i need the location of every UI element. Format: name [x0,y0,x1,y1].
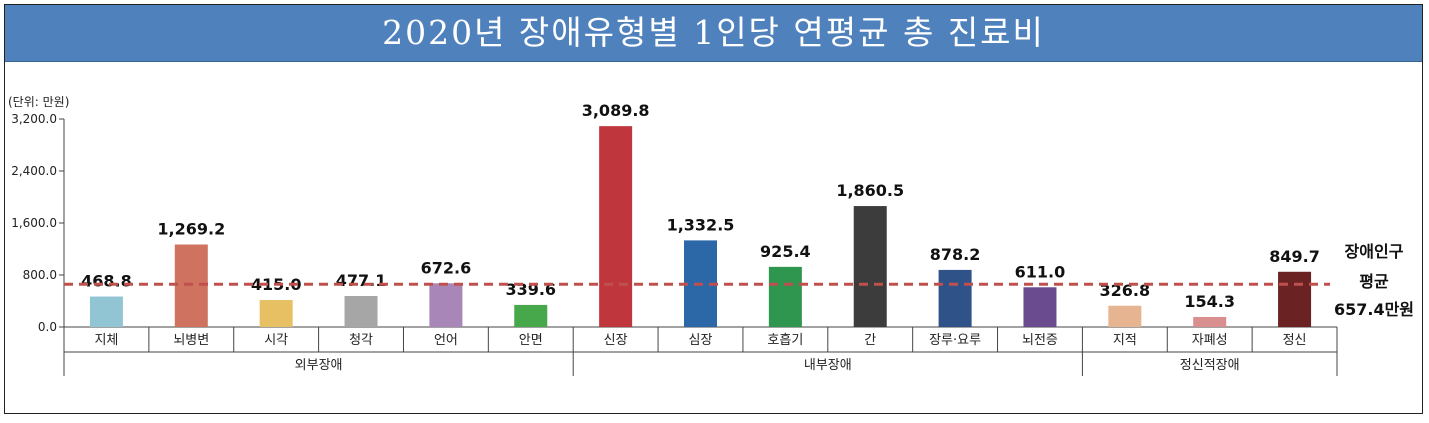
category-label: 장루·요루 [929,333,981,348]
category-label: 뇌병변 [173,333,209,348]
average-label: 657.4만원 [1334,300,1414,319]
data-label: 1,269.2 [157,220,225,239]
category-label: 신장 [604,333,628,348]
category-labels: 지체 뇌병변 시각 청각 언어 안면 신장 심장 호흡기 간 장루·요루 뇌전증 지적 자폐성 정신 [94,333,1306,348]
group-label: 외부장애 [295,358,343,373]
title-bar: 2020년 장애유형별 1인당 연평균 총 진료비 [5,5,1422,62]
chart-title: 2020년 장애유형별 1인당 연평균 총 진료비 [382,13,1045,52]
y-tick-label: 0.0 [38,320,57,334]
chart-frame: 2020년 장애유형별 1인당 연평균 총 진료비 [4,4,1423,414]
data-label: 878.2 [930,245,981,264]
bar-6 [514,304,548,327]
bars [89,126,1312,328]
group-label: 정신적장애 [1180,358,1240,373]
data-label: 672.6 [421,258,472,277]
category-label: 정신 [1283,333,1307,348]
category-label: 언어 [434,333,458,348]
category-label: 간 [864,333,876,348]
bar-12 [1023,287,1057,327]
y-tick-label: 800.0 [23,268,57,282]
category-label: 지체 [94,333,118,348]
data-label: 1,332.5 [667,215,735,234]
data-label: 925.4 [760,242,811,261]
bar-13 [1108,305,1142,327]
data-label: 154.3 [1184,292,1235,311]
unit-label: (단위: 만원) [8,95,69,109]
bar-11 [938,269,972,327]
category-label: 뇌전증 [1022,333,1058,348]
category-label: 지적 [1113,333,1137,348]
data-label: 3,089.8 [582,101,650,120]
bar-1 [89,296,123,327]
group-labels: 외부장애 내부장애 정신적장애 [295,358,1240,373]
bar-3 [259,300,293,327]
category-label: 청각 [349,333,373,348]
data-label: 477.1 [336,271,387,290]
bar-5 [429,283,463,327]
axes: 0.0 800.0 1,600.0 2,400.0 3,200.0 [11,112,1338,376]
category-label: 시각 [264,333,288,348]
data-label: 849.7 [1269,247,1320,266]
category-label: 심장 [689,333,713,348]
data-label: 468.8 [81,272,132,291]
bar-4 [344,295,378,327]
category-label: 호흡기 [767,333,803,348]
bar-10 [853,206,887,327]
data-label: 1,860.5 [836,181,904,200]
bar-9 [768,266,802,327]
y-tick-label: 2,400.0 [11,164,57,178]
y-tick-label: 1,600.0 [11,216,57,230]
data-label: 611.0 [1015,262,1066,281]
bar-14 [1193,316,1227,327]
group-label: 내부장애 [804,358,852,373]
category-label: 자폐성 [1192,333,1228,348]
average-label: 평균 [1359,272,1389,291]
y-tick-label: 3,200.0 [11,112,57,126]
category-label: 안면 [519,333,543,348]
average-label: 장애인구 [1345,242,1404,261]
bar-7 [599,126,633,328]
bar-15 [1278,271,1312,327]
